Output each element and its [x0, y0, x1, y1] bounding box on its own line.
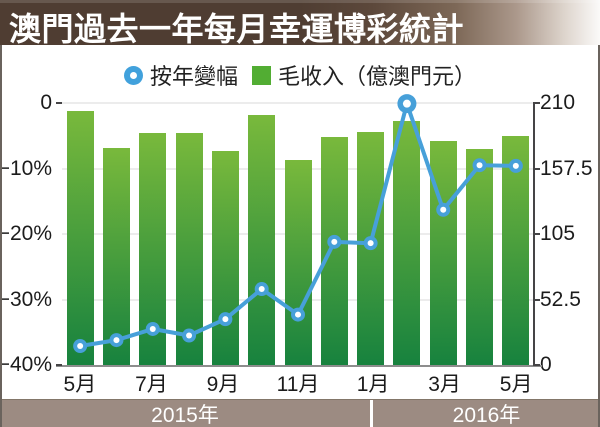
bar-slot — [280, 103, 316, 365]
data-point-core — [331, 238, 338, 245]
right-axis-tick — [533, 102, 540, 104]
data-point-core — [402, 99, 411, 108]
year-2016-label: 2016年 — [452, 403, 521, 427]
frame-right-edge — [598, 45, 600, 427]
x-axis-month-label — [98, 368, 134, 396]
x-axis-month-label: 5月 — [63, 373, 97, 396]
page-title: 澳門過去一年每月幸運博彩統計 — [9, 11, 465, 47]
data-point-core — [295, 311, 301, 318]
bar-slot — [207, 103, 243, 365]
year-2016-section: 2016年 — [373, 400, 600, 427]
revenue-bar — [393, 121, 421, 365]
legend-item-yoy-change: 按年變幅 — [123, 59, 238, 91]
year-band: 2015年 2016年 — [0, 399, 600, 427]
data-point-core — [258, 286, 265, 293]
bar-slot — [171, 103, 207, 365]
x-axis-month-label: 9月 — [206, 373, 240, 396]
right-axis-tick-label: 157.5 — [540, 156, 593, 180]
revenue-bar — [466, 148, 494, 365]
left-axis-tick-label: −20% — [0, 222, 52, 245]
x-axis-month-label: 7月 — [135, 373, 168, 396]
legend-label-revenue: 毛收入（億澳門元） — [278, 64, 477, 89]
x-axis-month-label: 5月 — [499, 373, 533, 396]
x-axis-labels: 5月 7月 9月 11月 1月 3月 5月 — [62, 368, 534, 396]
x-axis-month-label — [169, 368, 205, 396]
x-axis-month-label — [319, 368, 355, 396]
data-point-core — [149, 325, 156, 332]
x-axis-month-label: 11月 — [276, 373, 320, 396]
right-axis-revenue: 210 157.5 105 52.5 0 — [540, 91, 600, 376]
data-point-core — [222, 316, 229, 323]
yoy-change-line — [73, 94, 523, 354]
left-axis-tick-label: −10% — [0, 156, 52, 180]
bar-slot — [244, 103, 280, 365]
revenue-bars — [62, 103, 534, 365]
x-axis-month-label — [241, 368, 277, 396]
data-point-core — [440, 206, 447, 213]
bar-slot — [389, 103, 425, 365]
data-point-core — [113, 337, 120, 344]
data-point-core — [77, 343, 84, 350]
bar-swatch-icon — [252, 65, 271, 85]
revenue-bar — [248, 114, 276, 365]
title-bar: 澳門過去一年每月幸運博彩統計 — [0, 0, 600, 47]
right-axis-tick — [533, 298, 540, 301]
left-axis-tick-label: −40% — [0, 353, 52, 376]
right-axis-tick-label: 0 — [540, 353, 552, 376]
frame-left-edge — [0, 45, 2, 427]
legend-item-gross-revenue: 毛收入（億澳門元） — [252, 59, 476, 91]
right-axis-tick-label: 105 — [540, 222, 576, 245]
x-axis-month-label: 1月 — [356, 373, 390, 396]
line-marker-dot-icon — [123, 65, 143, 85]
gridline — [62, 102, 534, 104]
right-axis-tick-label: 210 — [540, 91, 576, 114]
left-axis-tick — [56, 102, 62, 104]
revenue-bar — [284, 160, 312, 365]
data-point-core — [512, 162, 519, 169]
left-axis-tick — [56, 364, 62, 366]
bar-slot — [316, 103, 352, 365]
x-axis-month-label — [391, 368, 427, 396]
x-axis-line — [56, 365, 542, 367]
revenue-bar — [502, 135, 530, 365]
left-axis-tick-label: −30% — [0, 287, 52, 311]
data-point-core — [186, 332, 193, 339]
revenue-bar — [102, 148, 130, 365]
bar-slot — [461, 103, 497, 365]
x-axis-month-label — [462, 368, 498, 396]
revenue-bar — [320, 136, 348, 365]
right-axis-tick-label: 52.5 — [540, 287, 581, 311]
revenue-bar — [211, 151, 239, 365]
chart-legend: 按年變幅 毛收入（億澳門元） — [0, 58, 600, 92]
bar-slot — [98, 103, 134, 365]
bar-slot — [62, 103, 98, 365]
x-axis-month-label: 3月 — [428, 373, 461, 396]
right-axis-tick — [533, 364, 540, 366]
left-axis-percent: 0 −10% −20% −30% −40% — [0, 91, 56, 376]
year-2015-label: 2015年 — [151, 403, 219, 427]
bar-slot — [498, 103, 534, 365]
revenue-bar — [66, 111, 94, 365]
plot-area — [56, 94, 542, 367]
data-point-core — [367, 240, 374, 247]
right-axis-tick — [533, 233, 540, 235]
year-2015-section: 2015年 — [0, 400, 370, 427]
right-axis-tick — [533, 167, 540, 170]
left-axis-tick-label: 0 — [40, 91, 52, 114]
legend-label-yoy: 按年變幅 — [149, 64, 238, 89]
year-band-divider — [370, 400, 373, 427]
data-point-core — [476, 162, 483, 169]
revenue-bar — [175, 132, 203, 365]
